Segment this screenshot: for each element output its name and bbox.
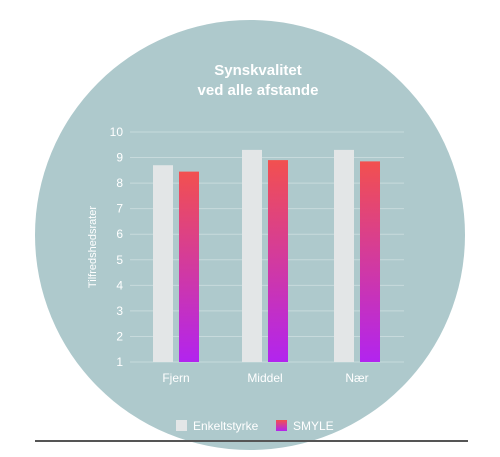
category-label: Fjern bbox=[162, 371, 189, 385]
y-tick-label: 8 bbox=[116, 176, 123, 190]
category-label: Middel bbox=[247, 371, 282, 385]
bar-smyle-fjern bbox=[179, 171, 199, 362]
y-tick-label: 7 bbox=[116, 202, 123, 216]
y-tick-label: 6 bbox=[116, 227, 123, 241]
bar-enkeltstyrke-fjern bbox=[153, 165, 173, 362]
y-axis-label: Tilfredshedsrater bbox=[87, 206, 99, 288]
y-tick-label: 1 bbox=[116, 355, 123, 369]
legend-swatch-enkeltstyrke bbox=[176, 420, 187, 431]
legend: Enkeltstyrke SMYLE bbox=[176, 419, 334, 433]
bars bbox=[153, 149, 380, 362]
category-label: Nær bbox=[345, 371, 368, 385]
y-tick-labels: 1 2 3 4 5 6 7 8 9 10 bbox=[110, 125, 124, 369]
bar-smyle-nær bbox=[360, 161, 380, 362]
y-tick-label: 3 bbox=[116, 304, 123, 318]
legend-label-enkeltstyrke: Enkeltstyrke bbox=[193, 419, 259, 433]
grid-lines bbox=[130, 131, 404, 363]
y-tick-label: 10 bbox=[110, 125, 124, 139]
bar-smyle-middel bbox=[268, 160, 288, 362]
y-tick-label: 4 bbox=[116, 278, 123, 292]
chart-title-line-2: ved alle afstande bbox=[198, 82, 319, 99]
legend-label-smyle: SMYLE bbox=[293, 419, 334, 433]
y-tick-label: 9 bbox=[116, 151, 123, 165]
y-tick-label: 2 bbox=[116, 329, 123, 343]
legend-swatch-smyle bbox=[276, 420, 287, 431]
bar-enkeltstyrke-nær bbox=[334, 149, 354, 362]
y-tick-label: 5 bbox=[116, 253, 123, 267]
chart-title-line-1: Synskvalitet bbox=[214, 62, 302, 79]
category-labels: Fjern Middel Nær bbox=[162, 371, 368, 385]
bar-enkeltstyrke-middel bbox=[242, 149, 262, 362]
